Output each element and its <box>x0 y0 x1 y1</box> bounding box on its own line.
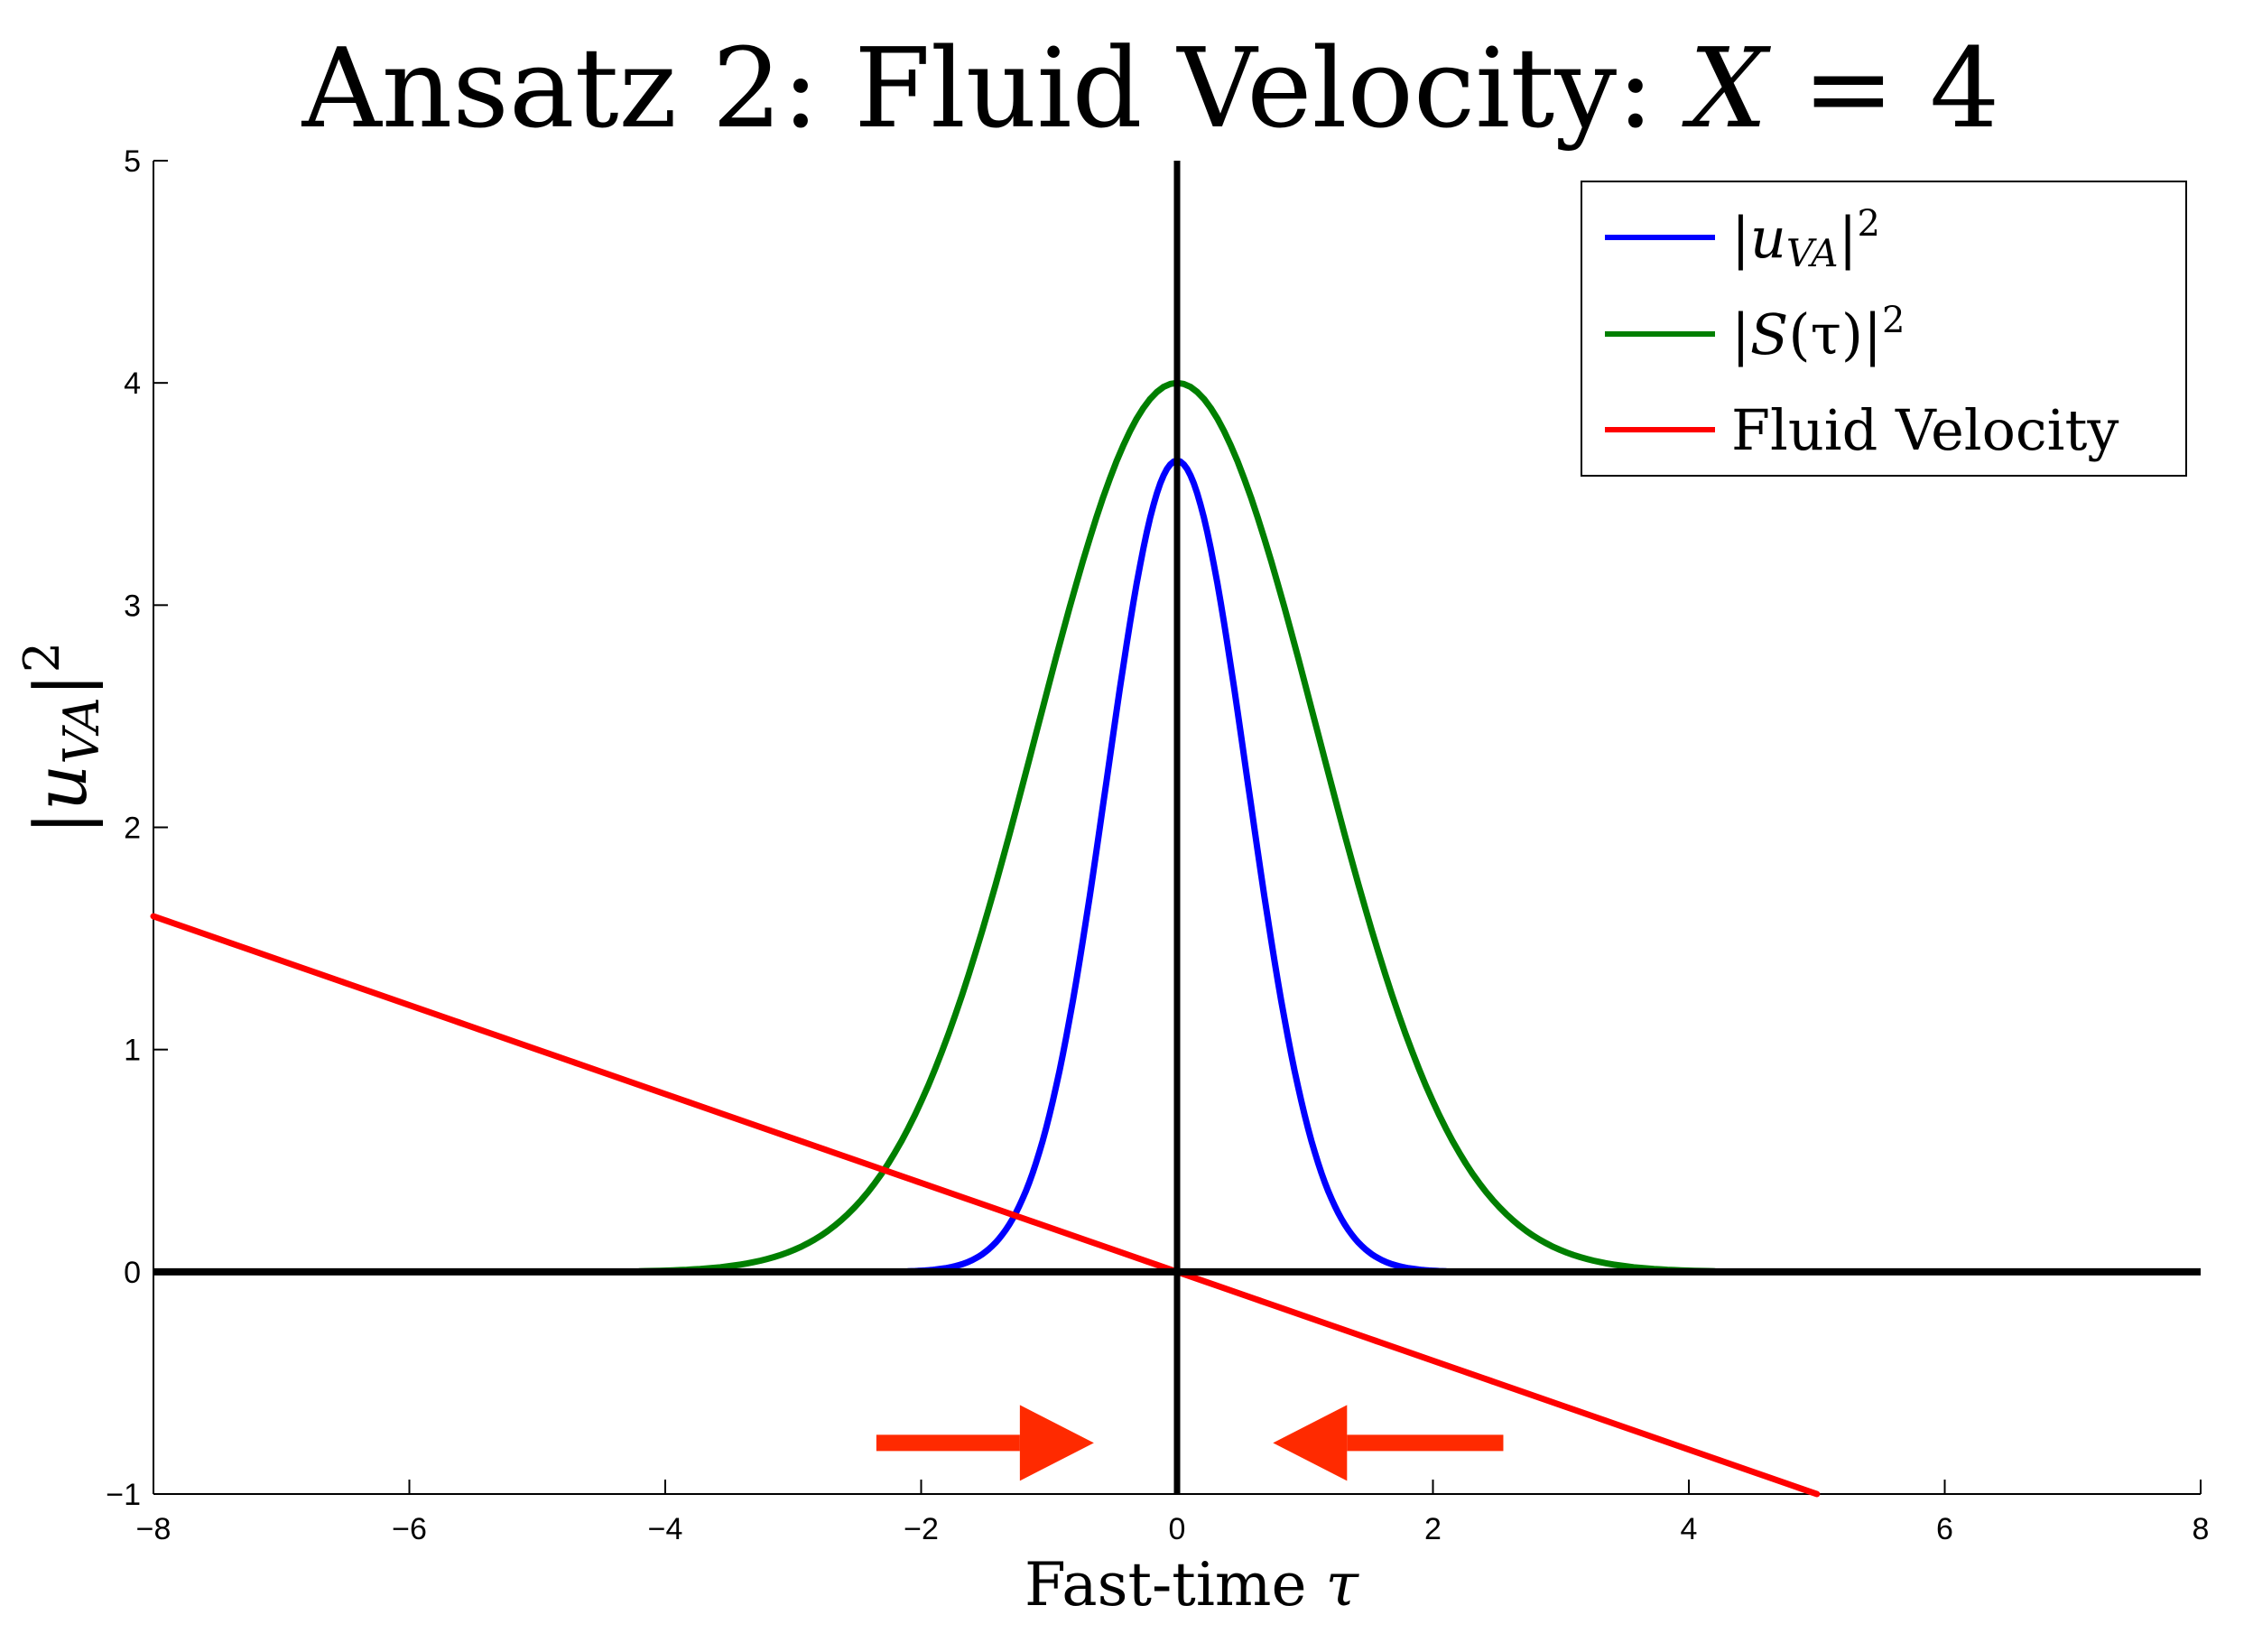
legend-s-var: S <box>1750 302 1788 367</box>
y-axis-label-close: | <box>19 673 103 697</box>
series-line-fluid-velocity <box>150 913 1821 1498</box>
legend-uva-sub: VA <box>1786 231 1839 275</box>
x-tick-label: −8 <box>136 1512 172 1546</box>
y-tick-label: 1 <box>124 1034 141 1068</box>
y-tick-label: −1 <box>106 1478 141 1512</box>
legend-label-fluid: Fluid Velocity <box>1731 397 2119 463</box>
arrow-shaft-left <box>1347 1434 1504 1452</box>
x-tick-label: −2 <box>904 1512 939 1546</box>
y-axis-label-sup: 2 <box>14 642 70 673</box>
legend-s-arg: (τ) <box>1788 302 1863 367</box>
series-layer <box>150 379 1821 1498</box>
y-tick-label: 5 <box>124 144 141 179</box>
x-tick-label: 4 <box>1681 1512 1698 1546</box>
reference-lines <box>153 161 2201 1494</box>
y-tick-label: 0 <box>124 1256 141 1290</box>
legend-uva-sup: 2 <box>1858 203 1880 245</box>
y-tick-label: 3 <box>124 589 141 623</box>
y-axis-label: |uVA|2 <box>14 642 110 835</box>
annotation-arrows <box>876 1405 1504 1481</box>
legend-uva-open: | <box>1731 205 1750 271</box>
x-tick-label: −4 <box>648 1512 683 1546</box>
legend-label-uva: |uVA|2 <box>1731 203 1880 275</box>
legend: |uVA|2 |S(τ)|2 Fluid Velocity <box>1581 181 2187 477</box>
legend-s-open: | <box>1731 302 1750 367</box>
y-tick-label: 4 <box>124 367 141 401</box>
legend-uva-close: | <box>1839 205 1858 271</box>
legend-box <box>1581 181 2187 477</box>
x-tick-label: 6 <box>1936 1512 1953 1546</box>
chart-title-variable: X <box>1682 24 1771 153</box>
chart-title: Ansatz 2: Fluid Velocity: X = 4 <box>301 24 2000 153</box>
tick-labels: −8 −6 −4 −2 0 2 4 6 8 −1 0 1 2 3 4 5 <box>106 144 2209 1546</box>
y-tick-label: 2 <box>124 812 141 846</box>
arrow-shaft-right <box>876 1434 1020 1452</box>
x-axis-label-text: Fast-time <box>1025 1550 1326 1620</box>
x-axis-label-symbol: τ <box>1326 1550 1360 1620</box>
y-axis-label-var: u <box>19 765 103 812</box>
legend-uva-var: u <box>1750 205 1786 271</box>
y-axis-label-open: | <box>19 811 103 835</box>
x-tick-label: 8 <box>2193 1512 2210 1546</box>
legend-label-s: |S(τ)|2 <box>1731 300 1905 367</box>
x-axis-label: Fast-time τ <box>1025 1550 1360 1620</box>
x-tick-label: −6 <box>392 1512 427 1546</box>
chart-title-prefix: Ansatz 2: Fluid Velocity: <box>301 24 1690 153</box>
legend-s-close: | <box>1863 302 1882 367</box>
y-axis-label-sub: VA <box>53 697 110 764</box>
x-tick-label: 2 <box>1424 1512 1442 1546</box>
arrow-head-right <box>1019 1405 1094 1481</box>
x-tick-label: 0 <box>1169 1512 1186 1546</box>
legend-s-sup: 2 <box>1882 300 1905 341</box>
chart-title-relation: = 4 <box>1767 24 1999 153</box>
arrow-head-left <box>1273 1405 1348 1481</box>
